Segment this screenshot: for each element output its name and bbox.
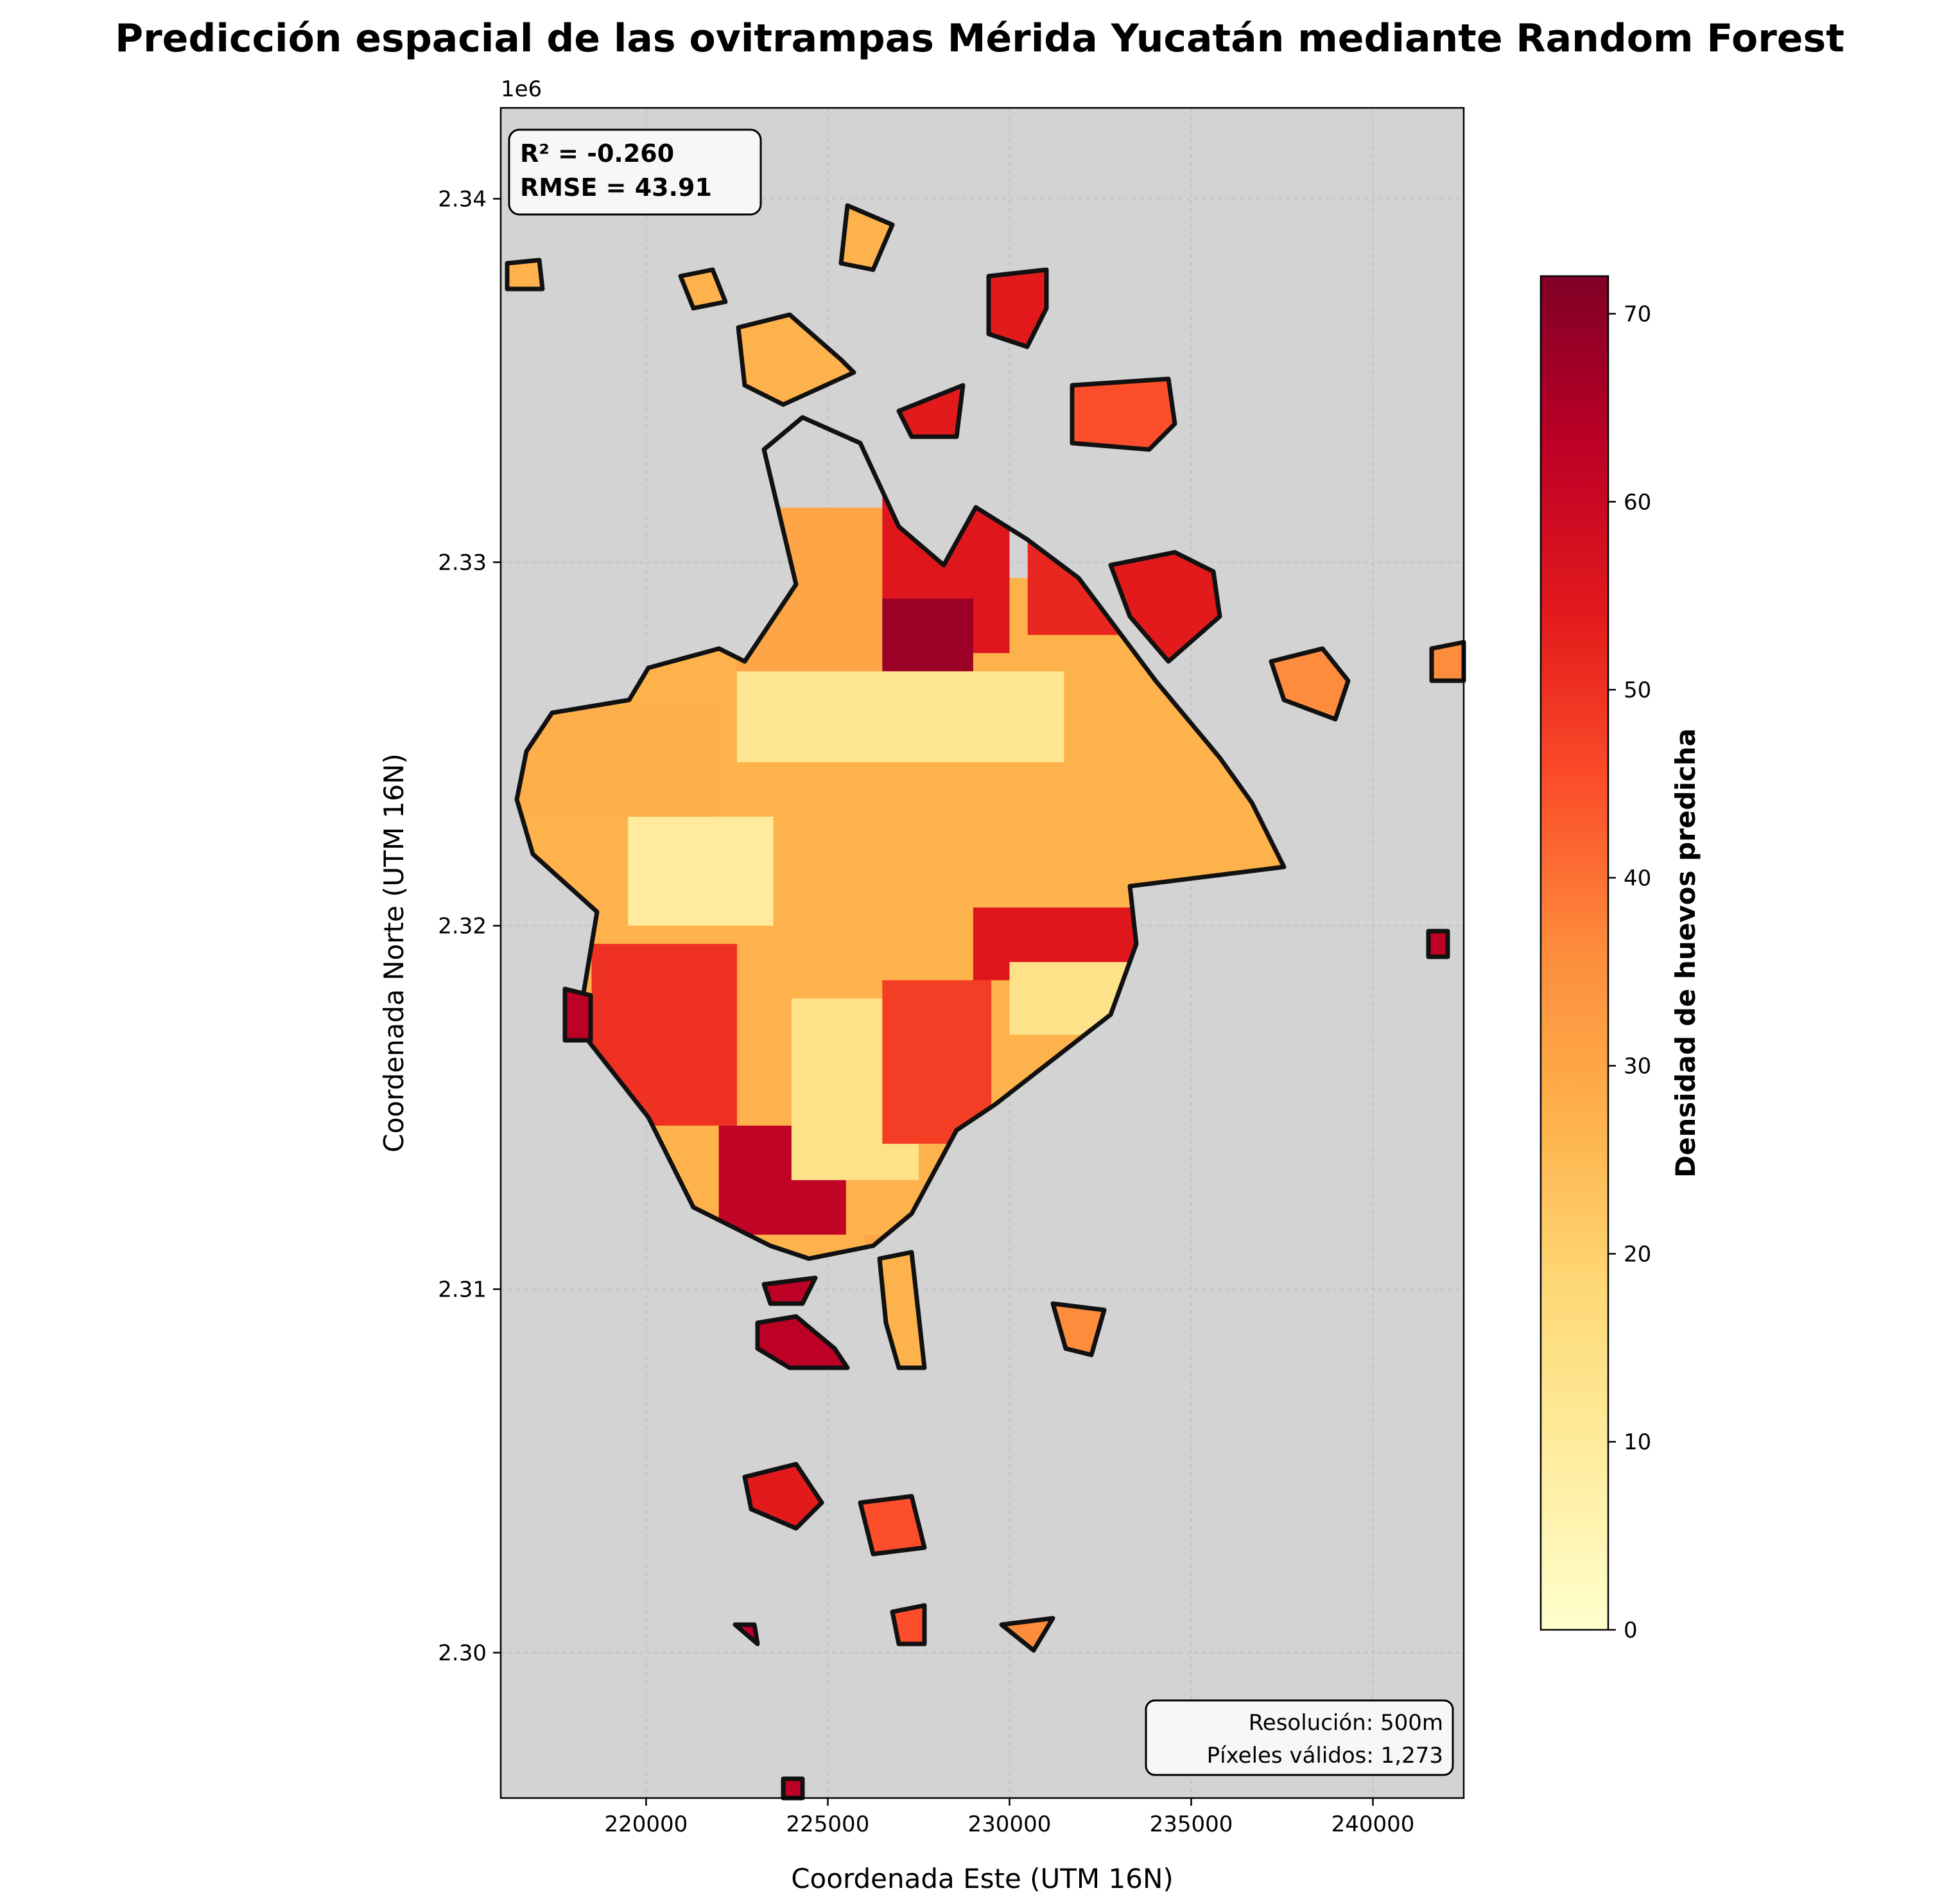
colorbar-gradient — [1539, 275, 1609, 1631]
patch-north-3 — [1070, 376, 1177, 452]
heatmap-zone-9 — [519, 707, 719, 817]
urban-outline-main — [514, 415, 1287, 1261]
r2-value: R² = -0.260 — [520, 139, 674, 168]
satellite-patches — [505, 203, 1466, 1801]
patch-south-7 — [890, 1603, 927, 1646]
heatmap-zone-4 — [628, 816, 774, 926]
x-axis-label: Coordenada Este (UTM 16N) — [791, 1863, 1174, 1894]
heatmap-zone-5 — [736, 671, 1064, 762]
colorbar-tick-label: 60 — [1624, 489, 1651, 515]
colorbar-tick-label: 40 — [1624, 866, 1651, 891]
patch-northwest — [505, 258, 545, 292]
patch-far-east-2 — [1426, 929, 1450, 959]
patch-north-2 — [986, 267, 1049, 349]
patch-north-6 — [838, 203, 895, 272]
colorbar-label: Densidad de huevos predicha — [1670, 728, 1701, 1178]
patch-south-1 — [761, 1275, 818, 1306]
patch-south-5 — [858, 1494, 927, 1557]
patch-far-east — [1429, 640, 1466, 683]
y-axis-ticks: 2.30 2.31 2.32 2.33 2.34 — [438, 187, 501, 1666]
x-tick-label: 230000 — [968, 1812, 1052, 1837]
colorbar-tick-label: 10 — [1624, 1429, 1651, 1455]
x-tick-label: 225000 — [786, 1812, 870, 1837]
colorbar-tick-label: 0 — [1624, 1618, 1638, 1643]
stats-box-frame — [508, 128, 762, 216]
patch-north-1 — [736, 312, 856, 407]
x-tick-label: 240000 — [1331, 1812, 1415, 1837]
y-tick-label: 2.32 — [438, 914, 487, 939]
patch-south-10 — [781, 1776, 805, 1801]
y-tick-label: 2.33 — [438, 550, 487, 576]
rmse-value: RMSE = 43.91 — [520, 173, 712, 202]
patch-south-8 — [999, 1616, 1055, 1653]
chart-title: Predicción espacial de las ovitrampas Mé… — [115, 16, 1844, 61]
patch-north-5 — [678, 267, 728, 311]
patch-south-6 — [1050, 1301, 1107, 1358]
patch-south-4 — [742, 1462, 824, 1531]
y-tick-label: 2.34 — [438, 187, 487, 213]
info-box-frame — [1145, 1699, 1454, 1776]
resolution-text: Resolución: 500m — [1249, 1710, 1443, 1736]
axes-frame — [499, 107, 1465, 1799]
y-offset-label: 1e6 — [501, 76, 542, 102]
y-tick-label: 2.31 — [438, 1277, 487, 1303]
stats-box: R² = -0.260 RMSE = 43.91 — [508, 128, 762, 216]
valid-pixels-text: Píxeles válidos: 1,273 — [1207, 1743, 1443, 1769]
colorbar-tick-label: 30 — [1624, 1054, 1651, 1079]
colorbar-tick-label: 50 — [1624, 677, 1651, 703]
info-box: Resolución: 500m Píxeles válidos: 1,273 — [1145, 1699, 1454, 1776]
patch-east — [1269, 646, 1351, 722]
patch-northeast — [1108, 550, 1222, 664]
patch-north-4 — [896, 383, 966, 439]
x-tick-label: 220000 — [605, 1812, 688, 1837]
y-tick-label: 2.30 — [438, 1641, 487, 1666]
colorbar: 0 10 20 30 40 50 60 70 Densidad de huevos predi… — [1539, 275, 1701, 1643]
patch-south-2 — [755, 1314, 850, 1370]
colorbar-tick-label: 70 — [1624, 302, 1651, 328]
y-axis-label: Coordenada Norte (UTM 16N) — [378, 753, 410, 1153]
patch-south-3 — [877, 1250, 927, 1370]
patch-south-9 — [733, 1622, 760, 1646]
patch-west — [562, 986, 593, 1043]
colorbar-ticks: 0 10 20 30 40 50 60 70 — [1608, 302, 1651, 1643]
heatmap-zone-8 — [882, 598, 973, 672]
colorbar-tick-label: 20 — [1624, 1241, 1651, 1267]
x-tick-label: 235000 — [1150, 1812, 1233, 1837]
x-axis-ticks: 220000 225000 230000 235000 240000 — [605, 1798, 1415, 1837]
